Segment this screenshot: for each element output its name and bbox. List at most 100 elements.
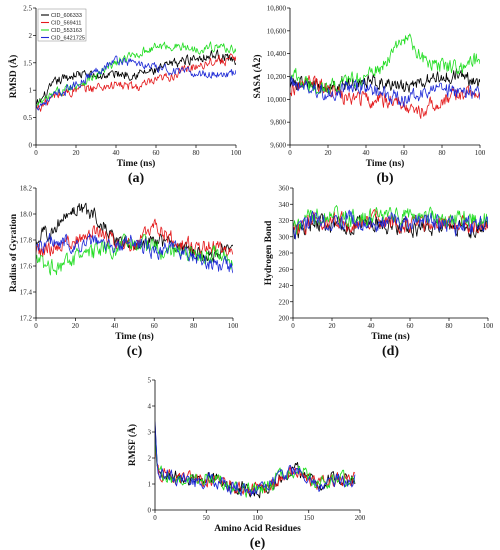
x-tick-label: 40 bbox=[113, 149, 121, 157]
x-tick-label: 20 bbox=[73, 149, 81, 157]
y-tick-label: 17.2 bbox=[20, 315, 33, 323]
y-tick-label: 260 bbox=[279, 266, 290, 274]
x-tick-label: 200 bbox=[355, 514, 366, 522]
series-line-cid-6421725 bbox=[293, 209, 488, 240]
y-tick-label: 0.5 bbox=[23, 114, 32, 122]
panel-letter: (e) bbox=[250, 536, 266, 550]
x-tick-label: 20 bbox=[72, 322, 80, 330]
series-line-cid-553163 bbox=[36, 233, 233, 276]
y-tick-label: 1.5 bbox=[23, 59, 32, 67]
y-tick-label: 5 bbox=[148, 377, 152, 385]
series-line-cid-569411 bbox=[293, 209, 488, 236]
series-line-cid-6421725 bbox=[36, 55, 236, 111]
y-tick-label: 280 bbox=[279, 250, 290, 258]
y-tick-label: 340 bbox=[279, 201, 290, 209]
x-tick-label: 80 bbox=[446, 322, 454, 330]
legend-entry: CID_606333 bbox=[51, 13, 82, 19]
y-tick-label: 18.0 bbox=[20, 211, 33, 219]
y-tick-label: 200 bbox=[279, 315, 290, 323]
x-tick-label: 60 bbox=[153, 149, 161, 157]
y-tick-label: 2.5 bbox=[23, 5, 32, 13]
x-tick-label: 0 bbox=[34, 149, 38, 157]
x-axis-label: Time (ns) bbox=[117, 158, 156, 169]
y-tick-label: 10,000 bbox=[267, 96, 287, 104]
x-axis-label: Time (ns) bbox=[366, 158, 405, 169]
y-tick-label: 18.2 bbox=[20, 185, 33, 193]
x-tick-label: 80 bbox=[193, 149, 201, 157]
y-tick-label: 17.8 bbox=[20, 237, 33, 245]
series-line-cid-6421725 bbox=[36, 232, 233, 274]
panel-e: 0 50 100 150 200 0 1 2 3 4 5 Amino Acid Residues RMS… bbox=[126, 377, 366, 550]
x-tick-label: 50 bbox=[203, 514, 211, 522]
y-tick-label: 10,800 bbox=[267, 5, 287, 13]
series-line-cid-553163 bbox=[290, 33, 480, 95]
y-tick-label: 0 bbox=[29, 142, 33, 150]
y-axis-label: Radius of Gyration bbox=[9, 213, 19, 292]
series-line-cid-606333 bbox=[155, 424, 356, 499]
x-tick-label: 80 bbox=[439, 149, 447, 157]
panel-letter: (d) bbox=[382, 344, 399, 359]
x-tick-label: 100 bbox=[228, 322, 239, 330]
y-tick-label: 360 bbox=[279, 185, 290, 193]
y-tick-label: 4 bbox=[148, 403, 152, 411]
y-tick-label: 1 bbox=[148, 481, 152, 489]
y-tick-label: 3 bbox=[148, 429, 152, 437]
legend-entry: CID_6421725 bbox=[51, 36, 85, 42]
x-tick-label: 0 bbox=[34, 322, 38, 330]
series-line-cid-553163 bbox=[293, 205, 488, 235]
series-group bbox=[36, 202, 233, 276]
legend-entry: CID_553163 bbox=[51, 28, 82, 34]
x-tick-label: 20 bbox=[325, 149, 333, 157]
x-tick-label: 100 bbox=[483, 322, 494, 330]
y-tick-label: 240 bbox=[279, 282, 290, 290]
y-axis-label: Hydrogen Bond bbox=[264, 220, 274, 285]
y-axis-label: SASA (Å2) bbox=[251, 54, 263, 98]
x-tick-label: 60 bbox=[407, 322, 415, 330]
panel-c: 0 20 40 60 80 100 17.2 17.4 17.6 17.8 18.0 18.2 Time… bbox=[9, 185, 239, 360]
series-group bbox=[155, 421, 356, 499]
x-tick-label: 40 bbox=[368, 322, 376, 330]
series-line-cid-553163 bbox=[36, 41, 236, 107]
series-line-cid-6421725 bbox=[290, 75, 480, 108]
x-tick-label: 40 bbox=[111, 322, 119, 330]
y-tick-label: 300 bbox=[279, 233, 290, 241]
y-tick-label: 17.6 bbox=[20, 263, 33, 271]
series-line-cid-569411 bbox=[36, 53, 236, 112]
x-tick-label: 150 bbox=[304, 514, 315, 522]
legend-box bbox=[37, 8, 87, 42]
x-tick-label: 100 bbox=[475, 149, 486, 157]
y-tick-label: 2 bbox=[148, 455, 152, 463]
y-tick-label: 9,800 bbox=[270, 119, 286, 127]
y-axis-label: RMSF (Å) bbox=[126, 424, 138, 466]
x-axis-label: Time (ns) bbox=[115, 331, 154, 342]
x-axis-label: Amino Acid Residues bbox=[214, 524, 301, 534]
x-axis-label: Time (ns) bbox=[371, 331, 410, 342]
x-tick-label: 20 bbox=[329, 322, 337, 330]
series-group bbox=[290, 33, 480, 119]
x-tick-label: 0 bbox=[153, 514, 157, 522]
panel-d: 0 20 40 60 80 100 200 220 240 260 280 300 320 340 360 T… bbox=[264, 185, 494, 360]
y-tick-label: 220 bbox=[279, 298, 290, 306]
panel-letter: (b) bbox=[376, 171, 393, 186]
x-tick-label: 0 bbox=[288, 149, 292, 157]
panel-a: 0 20 40 60 80 100 0 0.5 1 1.5 2 2.5 Time (ns) RMSD (Å… bbox=[7, 5, 242, 187]
y-tick-label: 0 bbox=[148, 507, 152, 515]
y-tick-label: 17.4 bbox=[20, 289, 33, 297]
panel-letter: (a) bbox=[128, 171, 145, 186]
legend-entry: CID_569411 bbox=[51, 21, 81, 27]
y-axis-label: RMSD (Å) bbox=[7, 55, 19, 99]
y-tick-label: 10,200 bbox=[267, 73, 287, 81]
series-group bbox=[293, 205, 488, 240]
x-tick-label: 40 bbox=[363, 149, 371, 157]
x-tick-label: 100 bbox=[252, 514, 263, 522]
y-tick-label: 2 bbox=[29, 32, 33, 40]
series-line-cid-553163 bbox=[155, 437, 356, 498]
y-tick-label: 10,600 bbox=[267, 27, 287, 35]
x-tick-label: 0 bbox=[291, 322, 295, 330]
y-tick-label: 1 bbox=[29, 87, 33, 95]
x-tick-label: 100 bbox=[231, 149, 242, 157]
panel-letter: (c) bbox=[127, 344, 143, 359]
y-tick-label: 320 bbox=[279, 217, 290, 225]
